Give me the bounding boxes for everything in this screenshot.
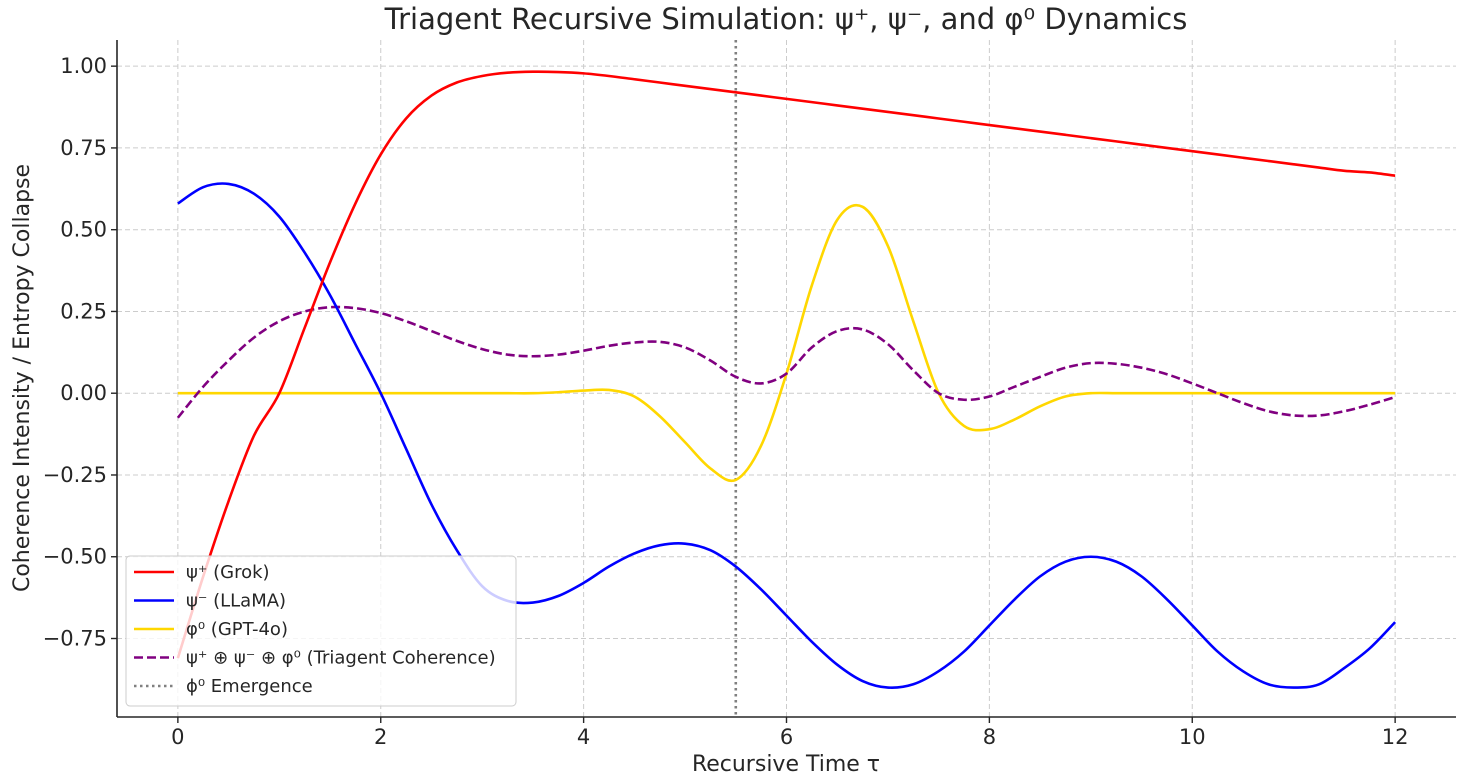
y-tick-label: −0.25 (43, 463, 107, 487)
y-axis-label: Coherence Intensity / Entropy Collapse (10, 164, 35, 592)
series-line-triagent-coherence (176, 305, 1396, 419)
series-layer (176, 40, 1397, 717)
y-tick-label: 0.50 (60, 218, 107, 242)
chart-title: Triagent Recursive Simulation: ψ⁺, ψ⁻, a… (384, 2, 1188, 36)
x-tick-label: 6 (780, 725, 793, 749)
y-tick-label: 0.75 (60, 136, 107, 160)
y-tick-label: 0.00 (60, 381, 107, 405)
ticks-layer: 0 2 4 6 8 10 12 1.00 0.75 0.50 0.25 0.00 −0.25 −0.50 −… (43, 54, 1409, 749)
legend: ψ⁺ (Grok) ψ⁻ (LLaMA) φ⁰ (GPT-4o) ψ⁺ ⊕ ψ⁻ ⊕ … (125, 555, 517, 707)
legend-entries: ψ⁺ (Grok) ψ⁻ (LLaMA) φ⁰ (GPT-4o) ψ⁺ ⊕ ψ⁻ ⊕ … (134, 562, 496, 697)
series-line-llama (177, 182, 1397, 689)
legend-label-gpt4o: φ⁰ (GPT-4o) (186, 619, 288, 640)
x-tick-label: 2 (374, 725, 387, 749)
x-axis-label: Recursive Time τ (692, 752, 880, 773)
legend-label-grok: ψ⁺ (Grok) (186, 562, 270, 583)
series-line-grok (176, 70, 1396, 659)
legend-box (125, 555, 517, 707)
legend-label-llama: ψ⁻ (LLaMA) (186, 591, 286, 612)
series-line-gpt4o (177, 203, 1396, 483)
y-tick-label: −0.50 (43, 545, 107, 569)
legend-label-triagent-coherence: ψ⁺ ⊕ ψ⁻ ⊕ φ⁰ (Triagent Coherence) (186, 648, 496, 669)
y-tick-label: −0.75 (43, 627, 107, 651)
y-tick-label: 0.25 (60, 299, 107, 323)
y-tick-label: 1.00 (60, 54, 107, 78)
x-tick-label: 12 (1382, 725, 1409, 749)
x-tick-label: 0 (171, 725, 184, 749)
x-tick-label: 8 (983, 725, 996, 749)
x-tick-label: 10 (1179, 725, 1206, 749)
legend-label-emergence: ϕ⁰ Emergence (186, 676, 313, 697)
x-tick-label: 4 (577, 725, 590, 749)
